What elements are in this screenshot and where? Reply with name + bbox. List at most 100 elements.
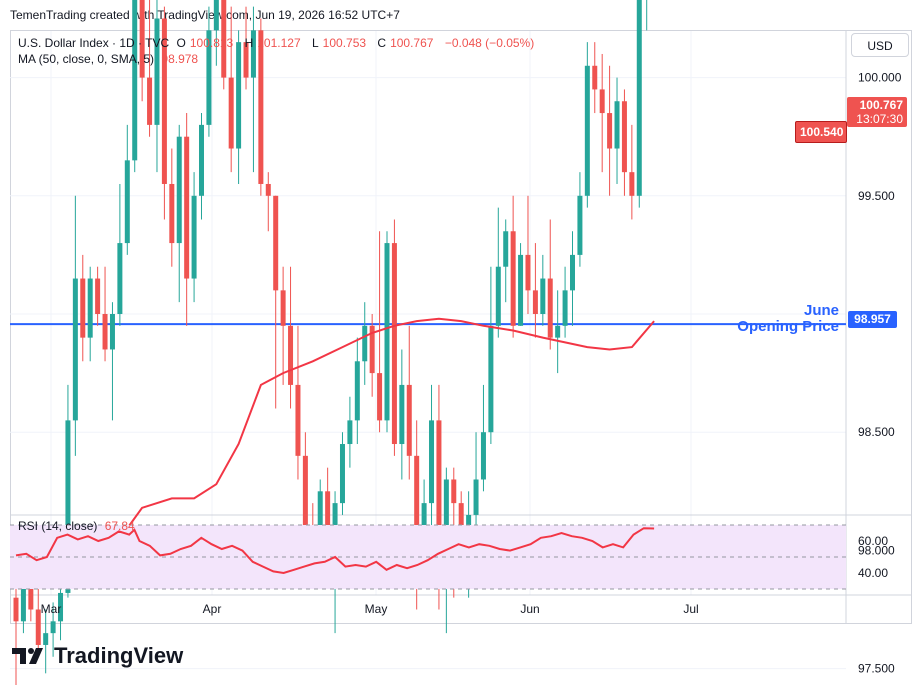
candle-body [109,314,115,350]
tradingview-logo-icon [12,648,43,664]
candle-body [584,65,590,196]
candle-body [228,77,234,149]
candle-body [273,195,279,291]
candle-body [532,290,538,314]
candle-body [50,621,56,634]
candle-body [147,77,153,125]
tradingview-logo[interactable]: TradingView [12,643,183,669]
candle-body [288,325,294,385]
logo-text: TradingView [54,643,184,668]
rsi-label[interactable]: RSI (14, close) [18,519,98,533]
candle-body [562,290,568,326]
candle-body [35,609,41,645]
candle-body [399,384,405,445]
candle-body [607,113,613,149]
open-label: O [176,36,186,50]
candle-body [191,195,197,279]
candle-body [577,195,583,255]
chart-credit: TemenTrading created with TradingView.co… [10,8,400,22]
candle-body [87,278,93,338]
time-tick-label: Apr [203,602,222,616]
june-opening-annotation: June Opening Price [737,303,839,335]
candle-body [540,278,546,314]
rsi-legend: RSI (14, close) 67.84 [18,519,139,533]
candle-body [176,136,182,244]
open-value: 100.813 [189,36,234,50]
ma50-line [15,317,655,583]
candle-body [43,633,49,645]
candle-body [132,0,138,161]
candle-body [621,101,627,173]
time-tick-label: Jul [683,602,698,616]
candle-body [102,314,108,350]
candle-body [206,30,212,125]
time-tick-label: Jun [520,602,539,616]
annotation-line-2: Opening Price [737,318,839,335]
june-open-tag: 98.957 [848,311,897,328]
candle-body [28,574,34,610]
candle-body [325,491,331,551]
candle-body [280,290,286,326]
change-value: −0.048 (−0.05%) [444,36,535,50]
candle-body [495,266,501,326]
candle-body [614,101,620,149]
high-value: 101.127 [257,36,301,50]
candle-body [13,597,19,622]
last-price-value: 100.767 [859,98,903,112]
candle-body [443,479,449,563]
candle-body [139,0,145,78]
candle-body [250,30,256,78]
candle-body [391,243,397,445]
candle-body [347,420,353,445]
candle-body [243,42,249,78]
candle-body [221,0,227,78]
candle-body [451,479,457,504]
chart-frame [10,30,912,624]
candle-body [480,432,486,480]
countdown-value: 13:07:30 [856,112,903,126]
candle-body [339,444,345,504]
candle-body [354,361,360,421]
price-tick-label: 99.500 [858,189,895,203]
candle-body [547,278,553,338]
annotation-line-1: June [803,302,839,319]
candle-body [362,325,368,362]
candle-body [72,278,78,421]
ma-label[interactable]: MA (50, close, 0, SMA, 5) [18,52,155,66]
rsi-line [15,527,655,575]
currency-button[interactable]: USD [851,33,909,57]
candle-body [161,18,167,184]
candle-body [95,278,101,314]
candle-body [124,160,130,244]
candle-body [213,0,219,31]
candle-body [406,384,412,456]
candle-body [265,183,271,196]
candle-body [510,231,516,326]
candle-body [503,231,509,267]
candle-body [384,243,390,421]
ma-legend: MA (50, close, 0, SMA, 5) 98.978 [18,52,202,66]
candle-body [525,254,531,291]
candle-body [570,254,575,291]
candle-body [421,503,427,539]
grid [10,31,912,670]
low-label: L [311,36,319,50]
candle-body [629,172,635,196]
candle-body [555,325,561,338]
candle-body [369,325,375,374]
y-axis: 101.000100.500100.00099.50098.50098.0009… [858,71,902,676]
candle-body [236,42,242,149]
candle-body [20,574,26,622]
rsi-value: 67.84 [104,519,135,533]
rsi-panel [10,524,846,590]
candle-body [599,89,605,114]
x-axis: Mar Apr May Jun Jul [41,602,699,616]
candle-body [58,592,64,622]
time-tick-label: Mar [41,602,62,616]
symbol-label[interactable]: U.S. Dollar Index · 1D · TVC [18,36,170,50]
candle-body [199,124,204,196]
low-value: 100.753 [322,36,367,50]
price-tick-label: 100.000 [858,71,902,85]
